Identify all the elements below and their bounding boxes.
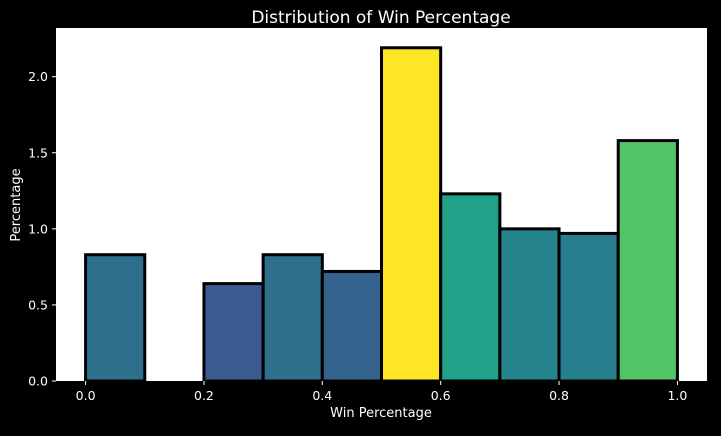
y-axis-ticks: 0.0 0.5 1.0 1.5 2.0 [28, 69, 56, 389]
x-axis-ticks: 0.0 0.2 0.4 0.6 0.8 1.0 [76, 381, 687, 403]
histogram-bar-6 [439, 192, 502, 383]
histogram-bar-7 [498, 227, 561, 383]
histogram-bar-9 [616, 139, 679, 383]
x-tick-label: 0.2 [194, 388, 214, 403]
x-tick-label: 0.4 [312, 388, 332, 403]
y-tick-label: 0.5 [28, 297, 48, 312]
histogram-bar-3 [261, 253, 324, 383]
chart-title: Distribution of Win Percentage [251, 8, 510, 28]
bars-group [84, 46, 679, 383]
x-tick-label: 0.0 [76, 388, 96, 403]
histogram-bar-4 [320, 269, 383, 383]
histogram-bar-2 [202, 282, 265, 383]
y-tick-label: 0.0 [28, 374, 48, 389]
y-axis-label: Percentage [9, 168, 24, 241]
histogram-bar-0 [84, 253, 147, 383]
x-axis-label: Win Percentage [330, 406, 432, 421]
histogram-bar-5 [380, 46, 443, 383]
y-tick-label: 2.0 [28, 69, 48, 84]
x-tick-label: 0.6 [431, 388, 451, 403]
x-tick-label: 1.0 [667, 388, 687, 403]
x-tick-label: 0.8 [549, 388, 569, 403]
histogram-bar-8 [557, 231, 620, 383]
y-tick-label: 1.5 [28, 145, 48, 160]
y-tick-label: 1.0 [28, 221, 48, 236]
